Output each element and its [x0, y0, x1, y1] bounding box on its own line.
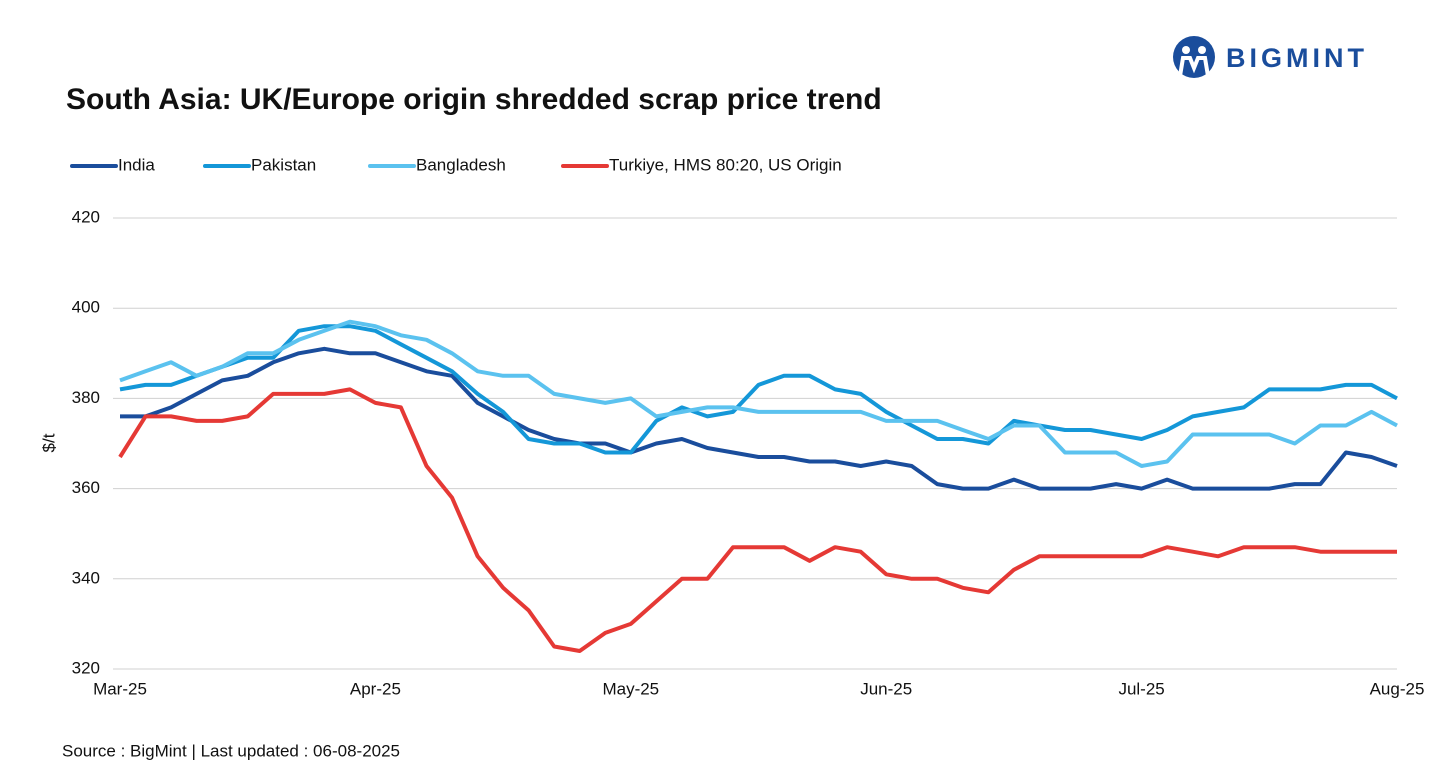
y-tick-label: 360: [72, 478, 100, 497]
y-axis-label: $/t: [39, 433, 58, 452]
x-tick-label: Jul-25: [1118, 679, 1164, 698]
series-line: [119, 319, 1398, 468]
series-line: [118, 387, 1397, 653]
source-note: Source : BigMint | Last updated : 06-08-…: [62, 741, 400, 760]
series-line: [120, 346, 1398, 491]
x-tick-label: Jun-25: [860, 679, 912, 698]
y-tick-label: 420: [72, 207, 100, 226]
logo-text: BIGMINT: [1226, 43, 1368, 73]
y-tick-label: 320: [72, 658, 100, 677]
x-tick-label: May-25: [602, 679, 659, 698]
legend-label: Bangladesh: [416, 155, 506, 174]
x-tick-label: Aug-25: [1370, 679, 1425, 698]
legend-label: Turkiye, HMS 80:20, US Origin: [609, 155, 842, 174]
legend-label: India: [118, 155, 155, 174]
y-tick-label: 380: [72, 388, 100, 407]
legend-label: Pakistan: [251, 155, 316, 174]
logo-icon: [1173, 36, 1215, 78]
chart-title: South Asia: UK/Europe origin shredded sc…: [66, 83, 882, 116]
y-tick-label: 340: [72, 568, 100, 587]
x-tick-label: Mar-25: [93, 679, 147, 698]
y-tick-label: 400: [72, 298, 100, 317]
x-tick-label: Apr-25: [350, 679, 401, 698]
